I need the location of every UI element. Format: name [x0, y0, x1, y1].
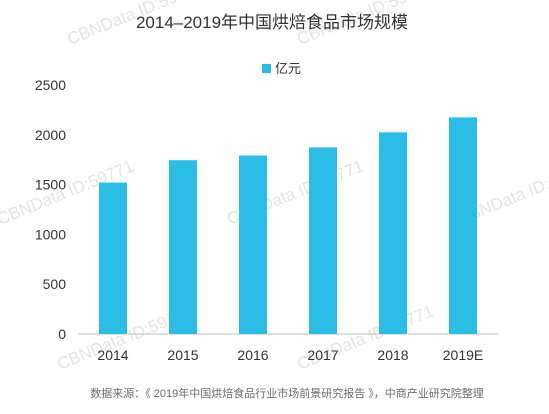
- y-tick-label: 1000: [35, 226, 66, 242]
- legend-label: 亿元: [275, 61, 301, 76]
- legend-swatch: [262, 64, 271, 73]
- y-axis: 0 500 1000 1500 2000 2500: [35, 77, 66, 342]
- legend: 亿元: [262, 61, 301, 76]
- bars-group: [99, 117, 477, 335]
- y-tick-label: 500: [43, 276, 67, 292]
- y-tick-label: 1500: [35, 177, 66, 193]
- x-tick-label: 2019E: [443, 347, 483, 363]
- y-tick-label: 2500: [35, 77, 66, 93]
- bar-2016: [239, 155, 267, 334]
- x-tick-label: 2017: [307, 347, 338, 363]
- bar-2019E: [449, 117, 477, 335]
- source-note: 数据来源：《 2019年中国烘焙食品行业市场前景研究报告 》，中商产业研究院整理: [90, 386, 484, 400]
- x-axis: 2014 2015 2016 2017 2018 2019E: [97, 347, 483, 363]
- chart-title: 2014–2019年中国烘焙食品市场规模: [136, 13, 408, 32]
- x-tick-label: 2014: [97, 347, 128, 363]
- y-tick-label: 2000: [35, 127, 66, 143]
- bar-2018: [379, 132, 407, 334]
- x-tick-label: 2015: [167, 347, 198, 363]
- bar-2017: [309, 147, 337, 334]
- x-tick-label: 2018: [377, 347, 408, 363]
- bar-2015: [169, 160, 197, 334]
- y-tick-label: 0: [58, 326, 66, 342]
- x-tick-label: 2016: [237, 347, 268, 363]
- bar-2014: [99, 182, 127, 334]
